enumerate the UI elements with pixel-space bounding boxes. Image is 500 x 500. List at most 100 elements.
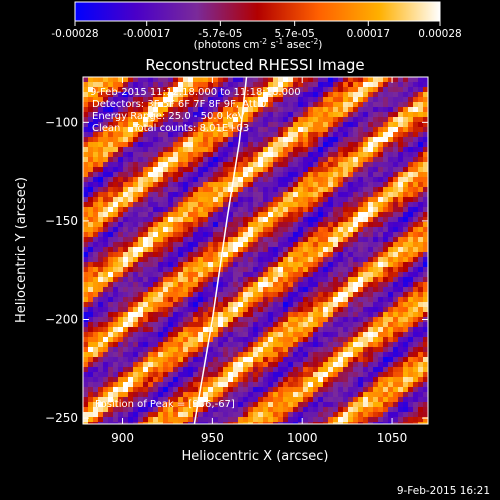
heatmap-cell [198,192,204,198]
heatmap-cell [188,112,194,118]
heatmap-cell [263,182,269,188]
heatmap-cell [288,182,294,188]
heatmap-cell [178,187,184,193]
heatmap-cell [413,77,419,83]
heatmap-cell [398,332,404,338]
heatmap-cell [208,222,214,228]
heatmap-cell [153,312,159,318]
heatmap-cell [393,267,399,273]
heatmap-cell [133,292,139,298]
heatmap-cell [123,282,129,288]
heatmap-cell [403,137,409,143]
heatmap-cell [143,337,149,343]
heatmap-cell [408,377,414,383]
heatmap-cell [183,262,189,268]
heatmap-cell [83,247,89,253]
heatmap-cell [363,287,369,293]
heatmap-cell [383,222,389,228]
heatmap-cell [248,227,254,233]
heatmap-cell [273,87,279,93]
heatmap-cell [178,117,184,123]
heatmap-cell [93,167,99,173]
heatmap-cell [423,147,428,153]
heatmap-cell [188,192,194,198]
heatmap-cell [213,97,219,103]
heatmap-cell [188,117,194,123]
heatmap-cell [288,357,294,363]
annotation-clean: Clean Total counts: 8.01E+03 [92,123,249,134]
heatmap-cell [378,142,384,148]
heatmap-cell [193,392,199,398]
heatmap-cell [333,362,339,368]
heatmap-cell [128,202,134,208]
heatmap-cell [148,417,154,423]
heatmap-cell [118,337,124,343]
heatmap-cell [358,172,364,178]
heatmap-cell [248,262,254,268]
heatmap-cell [398,107,404,113]
heatmap-cell [313,207,319,213]
heatmap-cell [238,212,244,218]
heatmap-cell [358,132,364,138]
heatmap-cell [323,222,329,228]
heatmap-cell [233,232,239,238]
heatmap-cell [163,267,169,273]
heatmap-cell [333,217,339,223]
heatmap-cell [268,387,274,393]
heatmap-cell [388,197,394,203]
heatmap-cell [168,302,174,308]
heatmap-cell [203,127,209,133]
heatmap-cell [278,247,284,253]
heatmap-cell [423,177,428,183]
heatmap-cell [388,347,394,353]
heatmap-cell [398,407,404,413]
heatmap-cell [143,207,149,213]
heatmap-cell [123,287,129,293]
heatmap-cell [143,397,149,403]
heatmap-cell [218,217,224,223]
heatmap-cell [363,92,369,98]
heatmap-cell [383,197,389,203]
heatmap-cell [258,172,264,178]
heatmap-cell [348,102,354,108]
heatmap-cell [163,402,169,408]
heatmap-cell [108,267,114,273]
heatmap-cell [413,212,419,218]
heatmap-cell [288,162,294,168]
heatmap-cell [263,357,269,363]
heatmap-cell [128,167,134,173]
heatmap-cell [128,307,134,313]
heatmap-cell [253,82,259,88]
heatmap-cell [133,392,139,398]
heatmap-cell [373,262,379,268]
heatmap-cell [83,97,89,103]
heatmap-cell [183,342,189,348]
heatmap-cell [143,282,149,288]
heatmap-cell [278,202,284,208]
heatmap-cell [388,417,394,423]
heatmap-cell [278,312,284,318]
heatmap-cell [143,287,149,293]
heatmap-cell [143,187,149,193]
heatmap-cell [148,382,154,388]
heatmap-cell [228,367,234,373]
heatmap-cell [313,217,319,223]
heatmap-cell [138,267,144,273]
heatmap-cell [293,352,299,358]
heatmap-cell [88,117,94,123]
heatmap-cell [358,252,364,258]
heatmap-cell [133,347,139,353]
heatmap-cell [233,307,239,313]
heatmap-cell [108,342,114,348]
heatmap-cell [188,417,194,423]
heatmap-cell [298,122,304,128]
heatmap-cell [313,282,319,288]
heatmap-cell [188,367,194,373]
heatmap-cell [358,152,364,158]
heatmap-cell [408,132,414,138]
heatmap-cell [258,367,264,373]
heatmap-cell [303,332,309,338]
heatmap-cell [173,147,179,153]
heatmap-cell [193,362,199,368]
heatmap-cell [253,287,259,293]
